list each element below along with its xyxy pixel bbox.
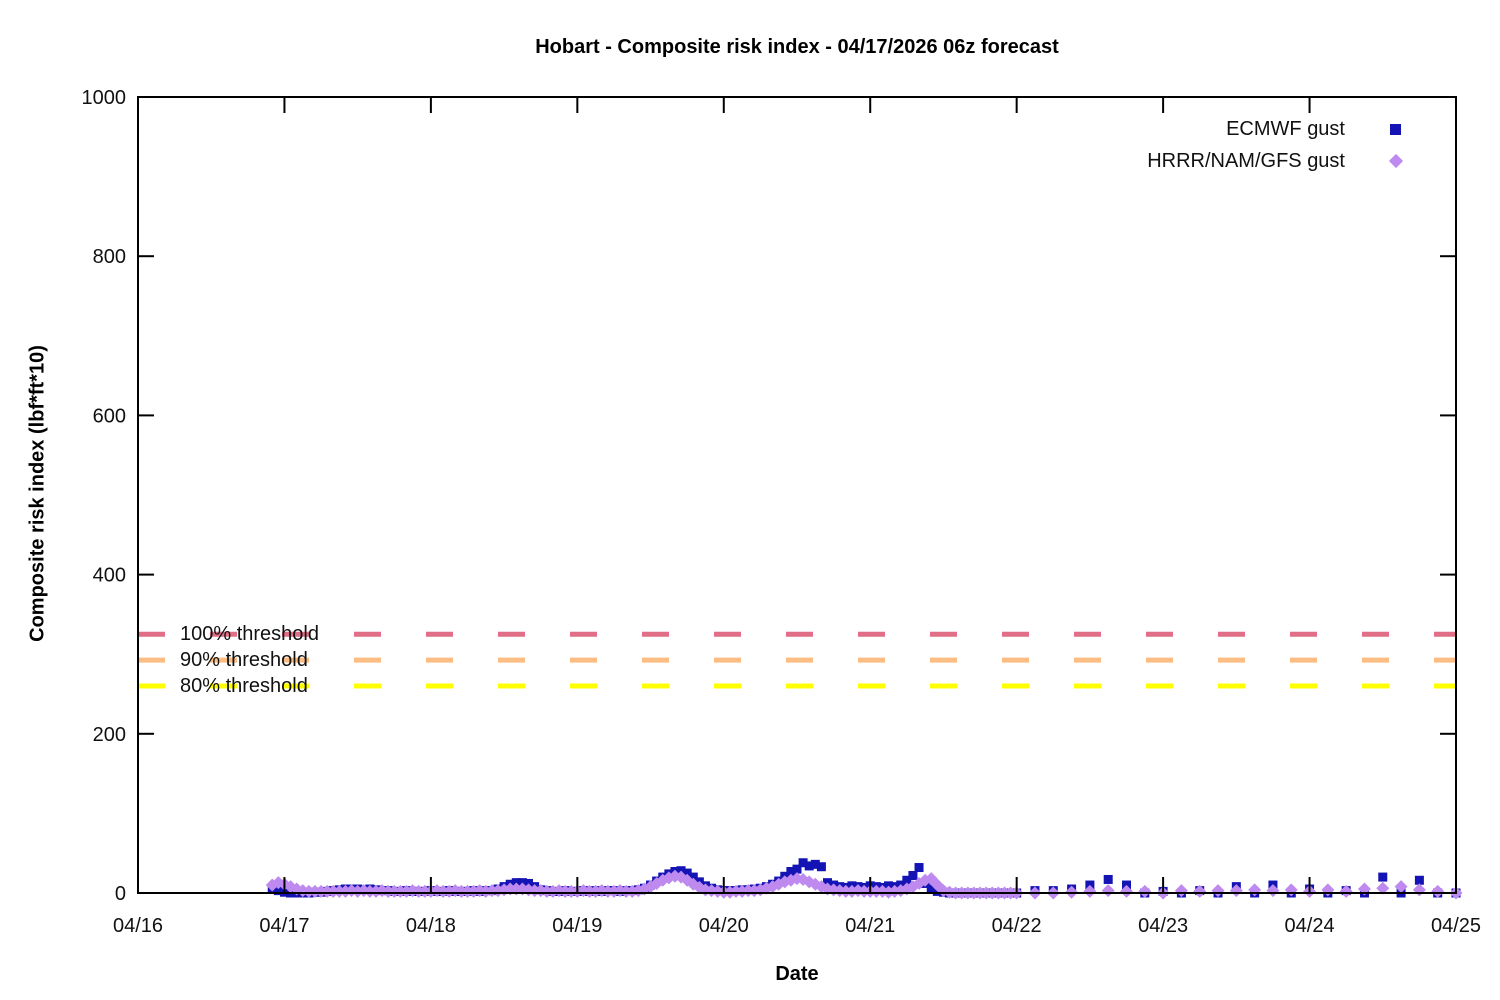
x-tick-label: 04/22 <box>992 915 1042 937</box>
x-tick-label: 04/23 <box>1138 915 1188 937</box>
data-point-diamond <box>1120 884 1133 898</box>
data-point-square <box>273 886 283 896</box>
y-tick-label: 1000 <box>82 87 127 109</box>
legend-label-hrrr-nam-gfs: HRRR/NAM/GFS gust <box>1147 150 1345 172</box>
data-point-diamond <box>1193 884 1207 898</box>
data-point-diamond <box>1101 884 1115 898</box>
data-point-diamond <box>1229 884 1243 898</box>
data-point-square <box>792 864 802 874</box>
x-tick-label: 04/19 <box>552 915 602 937</box>
x-tick-label: 04/24 <box>1285 915 1335 937</box>
x-tick-label: 04/18 <box>406 915 456 937</box>
legend-label-ecmwf: ECMWF gust <box>1226 118 1345 140</box>
data-point-diamond <box>1412 883 1426 897</box>
y-tick-label: 0 <box>115 883 126 905</box>
data-point-diamond <box>1211 884 1225 898</box>
data-point-square <box>816 862 826 872</box>
data-point-diamond <box>1376 881 1390 895</box>
data-point-square <box>786 867 796 877</box>
y-tick-label: 400 <box>93 565 126 587</box>
data-point-square <box>810 859 820 869</box>
tick-labels: 0 200 400 600 800 1000 04/16 04/17 04/18 04/19 04/… <box>82 87 1482 937</box>
data-point-diamond <box>1339 884 1353 898</box>
x-tick-label: 04/21 <box>845 915 895 937</box>
chart-title: Hobart - Composite risk index - 04/17/20… <box>535 36 1059 58</box>
data-point-diamond <box>1174 884 1188 898</box>
data-point-diamond <box>1431 884 1445 898</box>
data-point-square <box>688 872 698 882</box>
y-tick-label: 800 <box>93 246 126 268</box>
data-point-square <box>908 870 918 880</box>
data-point-square <box>798 858 808 868</box>
x-tick-label: 04/16 <box>113 915 163 937</box>
x-tick-label: 04/25 <box>1431 915 1481 937</box>
data-point-square <box>926 884 936 894</box>
data-point-diamond <box>1266 884 1280 898</box>
plot-border <box>137 96 1457 894</box>
threshold-lines <box>138 631 1456 689</box>
data-point-diamond <box>1138 884 1152 898</box>
x-tick-label: 04/17 <box>259 915 309 937</box>
data-point-diamond <box>1284 883 1298 897</box>
data-point-square <box>804 861 814 871</box>
threshold-label-90: 90% threshold <box>180 649 308 671</box>
x-axis-label: Date <box>775 963 819 985</box>
data-point-square <box>682 868 692 878</box>
threshold-label-100: 100% threshold <box>180 623 319 645</box>
data-point-square <box>1378 872 1388 882</box>
data-point-diamond <box>1083 884 1097 898</box>
x-tick-label: 04/20 <box>699 915 749 937</box>
y-tick-label: 200 <box>93 724 126 746</box>
data-point-square <box>902 875 912 885</box>
data-point-diamond <box>1248 883 1262 897</box>
data-point-diamond <box>1321 883 1335 897</box>
y-tick-label: 600 <box>93 405 126 427</box>
threshold-label-80: 80% threshold <box>180 675 308 697</box>
data-point-diamond <box>1394 880 1408 894</box>
data-point-square <box>1103 874 1113 884</box>
data-point-square <box>1414 875 1424 885</box>
square-icon <box>1390 124 1401 135</box>
data-point-square <box>914 863 924 873</box>
